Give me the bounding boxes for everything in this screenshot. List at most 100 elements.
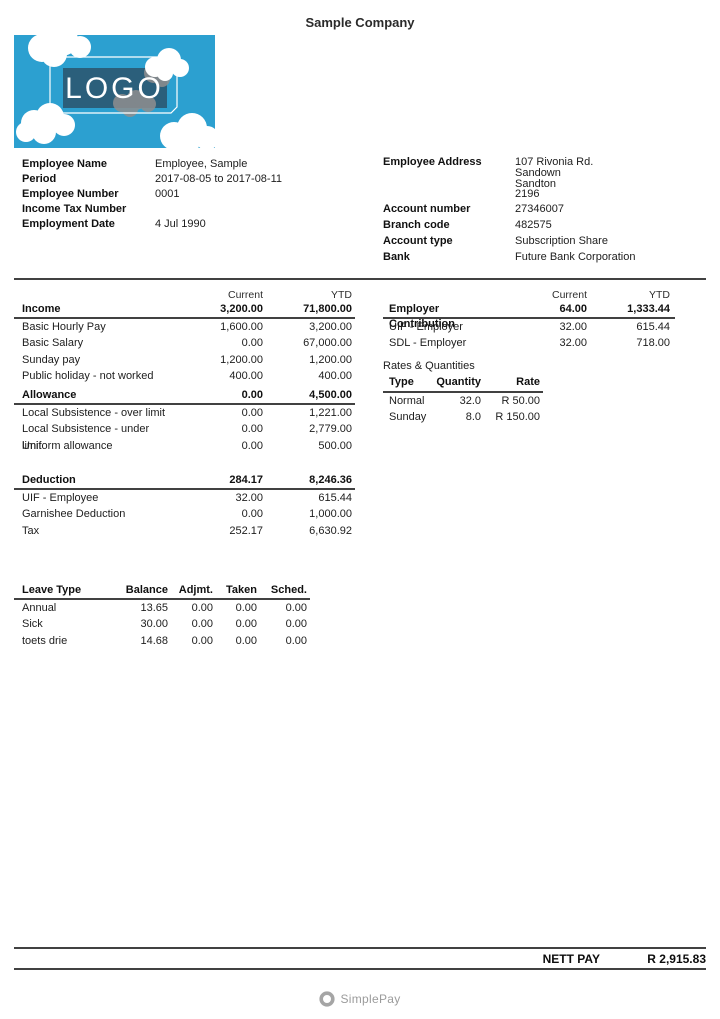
column-header-row: Leave Type Balance Adjmt. Taken Sched. [14, 582, 310, 600]
address-lines: 107 Rivonia Rd. Sandown Sandton 2196 [515, 157, 593, 200]
row-label: Tax [22, 524, 40, 537]
section-title: Income [22, 303, 61, 315]
field-value: 0001 [155, 188, 180, 200]
deduction-section: Deduction 284.17 8,246.36 UIF - Employee… [14, 473, 355, 539]
nett-pay-row: NETT PAY R 2,915.83 [14, 950, 706, 967]
sched-column-header: Sched. [270, 584, 307, 596]
leave-balance: 13.65 [140, 602, 168, 614]
row-current: 1,600.00 [220, 321, 263, 333]
taken-column-header: Taken [226, 584, 257, 596]
nett-pay-label: NETT PAY [542, 951, 600, 966]
column-header-row: Type Quantity Rate [383, 374, 543, 393]
row-label: Sunday pay [22, 353, 81, 366]
table-row: UIF - Employee 32.00 615.44 [14, 490, 355, 506]
leave-type: Annual [22, 602, 57, 614]
current-column-header: Current [551, 289, 587, 301]
field-label: Branch code [383, 219, 450, 232]
address-line: 2196 [515, 188, 540, 201]
nett-pay-divider-top [14, 947, 706, 949]
row-current: 0.00 [241, 407, 263, 420]
table-row: Normal 32.0 R 50.00 [383, 393, 543, 409]
nett-pay-divider-bottom [14, 968, 706, 970]
section-ytd-total: 8,246.36 [309, 474, 352, 487]
section-header-row: Income 3,200.00 71,800.00 [14, 302, 355, 319]
row-ytd: 1,221.00 [309, 407, 352, 420]
table-row: Basic Salary 0.00 67,000.00 [14, 335, 355, 351]
section-header-row: Deduction 284.17 8,246.36 [14, 473, 355, 491]
field-label: Employee Address [383, 156, 482, 168]
field-label: Account type [383, 235, 453, 248]
row-label: SDL - Employer [389, 337, 467, 350]
field-value: Subscription Share [515, 235, 608, 248]
leave-balance: 30.00 [140, 618, 168, 631]
table-row: Sick 30.00 0.00 0.00 0.00 [14, 616, 310, 632]
employee-info-left: Employee Name Employee, Sample Period 2017… [22, 157, 362, 232]
current-column-header: Current [227, 289, 263, 301]
info-row: Employment Date 4 Jul 1990 [22, 217, 362, 232]
leave-sched: 0.00 [285, 602, 307, 614]
employee-info-right: Employee Address 107 Rivonia Rd. Sandown… [383, 156, 713, 265]
section-title: Deduction [22, 474, 76, 487]
section-ytd-total: 71,800.00 [303, 303, 352, 315]
column-header-row: Current YTD [14, 288, 355, 302]
row-ytd: 1,000.00 [309, 508, 352, 521]
field-label: Period [22, 173, 57, 185]
rate-value: R 50.00 [501, 395, 540, 407]
company-name: Sample Company [305, 15, 415, 30]
field-value [155, 202, 362, 217]
footer: SimplePay [0, 991, 720, 1007]
table-row: SDL - Employer 32.00 718.00 [383, 335, 675, 351]
row-current: 0.00 [241, 439, 263, 452]
section-current-total: 64.00 [559, 303, 587, 315]
row-ytd: 3,200.00 [309, 321, 352, 333]
row-label: Basic Salary [22, 337, 84, 350]
rates-title: Rates & Quantities [383, 360, 475, 372]
column-header-row: Current YTD [383, 288, 675, 302]
field-label: Employee Name [22, 158, 107, 170]
section-ytd-total: 4,500.00 [309, 389, 352, 402]
leave-sched: 0.00 [285, 618, 307, 631]
rate-quantity: 8.0 [465, 411, 481, 424]
balance-column-header: Balance [125, 584, 168, 596]
rate-type: Sunday [389, 411, 427, 424]
rate-value: R 150.00 [495, 411, 540, 424]
row-current: 1,200.00 [220, 353, 263, 366]
info-row: Employee Number 0001 [22, 187, 362, 202]
leave-type: Sick [22, 618, 43, 631]
row-ytd: 400.00 [318, 369, 352, 382]
info-row: Period 2017-08-05 to 2017-08-11 [22, 172, 362, 187]
table-row: Sunday 8.0 R 150.00 [383, 409, 543, 425]
row-current: 32.00 [559, 337, 587, 350]
nett-pay-value: R 2,915.83 [647, 951, 706, 966]
leave-type-column-header: Leave Type [22, 584, 82, 596]
row-ytd: 67,000.00 [303, 337, 352, 350]
leave-adjmt: 0.00 [191, 634, 213, 647]
field-label: Employee Number [22, 188, 119, 200]
section-current-total: 3,200.00 [220, 303, 263, 315]
row-ytd: 1,200.00 [309, 353, 352, 366]
table-row: toets drie 14.68 0.00 0.00 0.00 [14, 633, 310, 649]
field-label: Income Tax Number [22, 203, 127, 215]
ytd-column-header: YTD [331, 289, 352, 301]
table-row: Uniform allowance 0.00 500.00 [14, 438, 355, 454]
info-row: Branch code 482575 [383, 217, 713, 233]
row-current: 0.00 [241, 508, 263, 521]
cloud-icon [16, 35, 215, 148]
footer-brand: SimplePay [340, 992, 401, 1006]
quantity-column-header: Quantity [436, 376, 481, 388]
adjmt-column-header: Adjmt. [178, 584, 213, 596]
row-current: 32.00 [559, 321, 587, 333]
row-label: UIF - Employee [22, 492, 99, 505]
row-label: UIF - Employer [389, 321, 463, 333]
leave-sched: 0.00 [285, 634, 307, 647]
field-value: 482575 [515, 219, 552, 232]
section-header-row: Employer Contribution 64.00 1,333.44 [383, 302, 675, 330]
table-row: Tax 252.17 6,630.92 [14, 523, 355, 539]
address-line: Sandton [515, 177, 556, 190]
row-current: 0.00 [241, 337, 263, 350]
leave-adjmt: 0.00 [191, 602, 213, 614]
earnings-table: Current YTD Income 3,200.00 71,800.00 Ba… [14, 288, 355, 539]
table-row: Local Subsistence - under limit 0.00 2,779… [14, 421, 355, 451]
row-current: 0.00 [241, 423, 263, 436]
leave-adjmt: 0.00 [191, 618, 213, 631]
